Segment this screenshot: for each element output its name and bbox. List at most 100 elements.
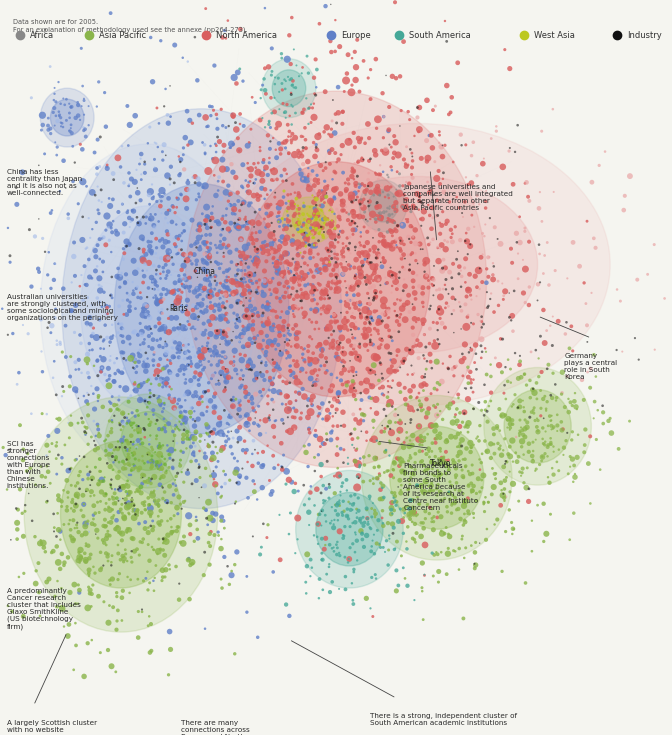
Point	[83, 515, 93, 527]
Point	[57, 346, 68, 358]
Point	[436, 264, 447, 276]
Point	[355, 266, 366, 278]
Point	[101, 331, 112, 343]
Point	[421, 135, 432, 146]
Point	[395, 503, 406, 514]
Point	[360, 189, 371, 201]
Point	[165, 246, 176, 258]
Point	[184, 285, 195, 297]
Point	[113, 206, 124, 218]
Point	[163, 245, 174, 257]
Point	[54, 413, 65, 425]
Point	[181, 442, 192, 454]
Point	[194, 188, 204, 200]
Ellipse shape	[272, 70, 306, 107]
Point	[194, 309, 204, 321]
Point	[579, 446, 589, 458]
Point	[38, 119, 48, 131]
Point	[95, 546, 106, 558]
Point	[409, 301, 419, 313]
Point	[67, 305, 77, 317]
Point	[314, 128, 325, 140]
Point	[269, 78, 280, 90]
Point	[353, 178, 364, 190]
Point	[321, 414, 332, 426]
Point	[317, 345, 328, 357]
Point	[321, 121, 332, 133]
Point	[92, 240, 103, 251]
Point	[405, 306, 415, 318]
Point	[289, 423, 300, 435]
Point	[223, 121, 234, 132]
Point	[548, 368, 558, 379]
Point	[482, 251, 493, 263]
Point	[214, 304, 225, 315]
Point	[412, 391, 423, 403]
Point	[220, 32, 231, 44]
Point	[59, 556, 70, 568]
Point	[343, 215, 353, 226]
Point	[333, 337, 343, 348]
Point	[157, 440, 168, 451]
Point	[111, 514, 122, 526]
Point	[210, 190, 221, 201]
Point	[533, 415, 544, 426]
Point	[589, 232, 599, 244]
Point	[287, 128, 298, 140]
Point	[161, 495, 172, 507]
Point	[116, 498, 127, 510]
Point	[137, 478, 148, 490]
Point	[75, 329, 85, 341]
Point	[472, 431, 483, 442]
Point	[158, 470, 169, 482]
Point	[265, 135, 276, 147]
Point	[404, 503, 415, 514]
Point	[360, 330, 370, 342]
Point	[200, 504, 211, 516]
Point	[256, 541, 267, 553]
Point	[190, 32, 200, 43]
Point	[337, 379, 348, 390]
Point	[290, 371, 301, 383]
Point	[155, 353, 165, 365]
Point	[18, 443, 29, 455]
Point	[113, 365, 124, 376]
Point	[75, 280, 85, 292]
Point	[194, 347, 204, 359]
Point	[417, 287, 428, 299]
Point	[247, 305, 257, 317]
Point	[157, 184, 167, 196]
Point	[249, 486, 260, 498]
Point	[194, 445, 205, 457]
Point	[267, 323, 278, 334]
Point	[231, 313, 242, 325]
Point	[257, 446, 268, 458]
Point	[247, 255, 257, 267]
Point	[327, 206, 337, 218]
Point	[240, 211, 251, 223]
Point	[319, 187, 329, 199]
Point	[302, 548, 312, 560]
Point	[71, 299, 81, 311]
Point	[239, 435, 250, 447]
Point	[304, 102, 314, 114]
Point	[61, 475, 72, 487]
Point	[306, 353, 317, 365]
Point	[326, 204, 337, 215]
Point	[436, 525, 447, 537]
Point	[345, 194, 356, 206]
Point	[261, 366, 272, 378]
Point	[332, 536, 343, 548]
Point	[162, 360, 173, 372]
Point	[447, 228, 458, 240]
Point	[132, 509, 143, 521]
Point	[624, 171, 635, 182]
Point	[396, 293, 407, 304]
Point	[190, 177, 200, 189]
Point	[396, 454, 407, 466]
Point	[205, 269, 216, 281]
Point	[564, 343, 575, 354]
Point	[216, 370, 226, 381]
Point	[182, 174, 193, 186]
Point	[544, 477, 555, 489]
